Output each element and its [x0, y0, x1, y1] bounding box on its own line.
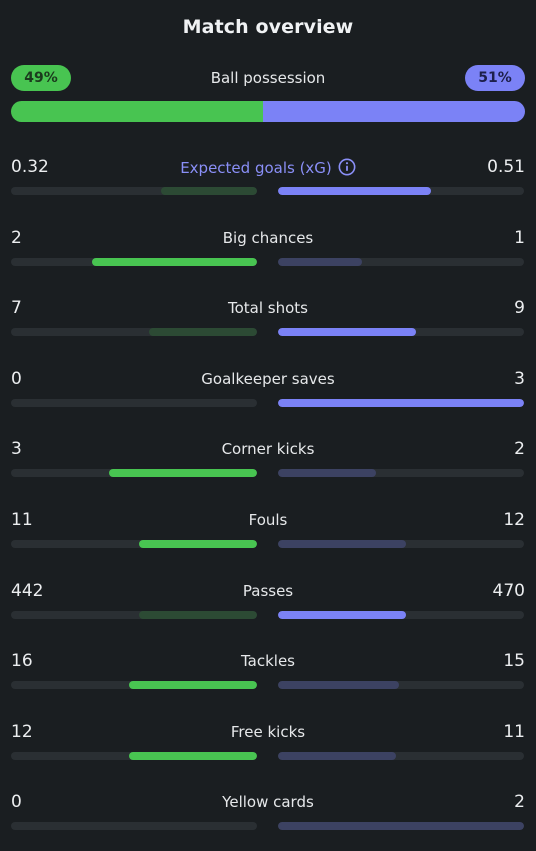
stat-label-text: Total shots: [228, 299, 308, 318]
home-stat-bar-fill: [129, 751, 257, 760]
home-stat-value: 7: [11, 298, 22, 319]
home-possession-badge: 49%: [11, 65, 71, 91]
away-stat-bar-fill: [278, 398, 524, 407]
home-stat-bar-fill: [92, 257, 257, 266]
away-stat-value: 470: [492, 580, 525, 601]
possession-block: 49% Ball possession 51%: [11, 65, 525, 122]
home-stat-bar-fill: [149, 328, 257, 337]
away-stat-bar-fill: [278, 469, 376, 478]
info-icon[interactable]: [338, 158, 356, 176]
possession-bar-home: [11, 101, 263, 122]
stat-label: Free kicks: [11, 723, 525, 741]
home-stat-value: 0: [11, 792, 22, 813]
home-stat-bar: [11, 610, 257, 619]
away-stat-bar-fill: [278, 187, 431, 195]
stat-label: Yellow cards: [11, 793, 525, 811]
away-stat-bar: [278, 469, 524, 478]
away-stat-value: 2: [514, 792, 525, 813]
stat-label: Tackles: [11, 652, 525, 670]
home-stat-bar: [11, 257, 257, 266]
home-stat-bar: [11, 822, 257, 831]
away-stat-value: 3: [514, 368, 525, 389]
home-stat-value: 2: [11, 227, 22, 248]
home-stat-value: 11: [11, 510, 33, 530]
stat-row: 7 Total shots 9: [11, 298, 525, 344]
stat-label: Passes: [11, 582, 525, 600]
possession-header: 49% Ball possession 51%: [11, 65, 525, 91]
home-stat-bar-fill: [161, 187, 257, 195]
possession-label: Ball possession: [210, 69, 326, 87]
stat-label-text: Passes: [242, 581, 294, 600]
away-stat-value: 11: [503, 721, 525, 742]
home-stat-value: 0.32: [11, 157, 49, 177]
stat-label: Goalkeeper saves: [11, 370, 525, 388]
away-stat-bar-fill: [278, 681, 399, 690]
possession-bar-away: [262, 101, 525, 122]
stat-label: Corner kicks: [11, 440, 525, 458]
stat-row: 0 Yellow cards 2: [11, 792, 525, 838]
stat-row: 2 Big chances 1: [11, 228, 525, 274]
away-stat-bar: [278, 681, 524, 690]
stat-row: 11 Fouls 12: [11, 510, 525, 556]
home-stat-bar-fill: [139, 610, 257, 619]
stat-row: 0 Goalkeeper saves 3: [11, 369, 525, 415]
away-stat-bar: [278, 540, 524, 548]
stat-row: 3 Corner kicks 2: [11, 439, 525, 485]
stat-label[interactable]: Expected goals (xG): [11, 158, 525, 177]
away-stat-bar-fill: [278, 540, 406, 548]
stat-row: 16 Tackles 15: [11, 651, 525, 697]
away-stat-value: 0.51: [487, 157, 525, 177]
home-stat-bar: [11, 681, 257, 690]
away-stat-bar-fill: [278, 610, 406, 619]
away-stat-value: 15: [503, 651, 525, 672]
home-stat-bar-fill: [109, 469, 257, 478]
away-stat-bar: [278, 751, 524, 760]
away-stat-bar: [278, 187, 524, 195]
home-stat-value: 12: [11, 721, 33, 742]
stat-label: Fouls: [11, 511, 525, 529]
away-possession-badge: 51%: [465, 65, 525, 91]
away-stat-bar: [278, 257, 524, 266]
home-stat-bar: [11, 751, 257, 760]
possession-bar: [11, 101, 525, 122]
stat-row: 12 Free kicks 11: [11, 722, 525, 768]
home-stat-value: 442: [11, 580, 44, 601]
away-stat-bar-fill: [278, 328, 416, 337]
stat-row: 0.32 Expected goals (xG) 0.51: [11, 157, 525, 203]
panel-title: Match overview: [182, 16, 354, 38]
home-stat-bar-fill: [129, 681, 257, 690]
home-stat-bar-fill: [139, 540, 257, 548]
stat-label-text: Yellow cards: [222, 793, 314, 812]
away-stat-bar-fill: [278, 751, 396, 760]
away-stat-bar-fill: [278, 257, 362, 266]
home-stat-value: 3: [11, 439, 22, 460]
stat-row: 442 Passes 470: [11, 581, 525, 627]
stat-label-text: Tackles: [240, 652, 296, 671]
away-stat-bar-fill: [278, 822, 524, 831]
away-stat-value: 2: [514, 439, 525, 460]
stat-label: Big chances: [11, 229, 525, 247]
stat-label-text: Free kicks: [230, 722, 306, 741]
stat-label-text: Corner kicks: [221, 440, 315, 459]
home-stat-bar: [11, 540, 257, 548]
home-stat-bar: [11, 398, 257, 407]
away-stat-bar: [278, 822, 524, 831]
away-stat-bar: [278, 328, 524, 337]
stat-label-text: Big chances: [222, 228, 314, 247]
away-stat-bar: [278, 610, 524, 619]
home-stat-bar: [11, 328, 257, 337]
home-stat-bar: [11, 469, 257, 478]
away-stat-value: 12: [503, 510, 525, 530]
stat-label-text: Expected goals (xG): [180, 159, 332, 177]
away-stat-value: 9: [514, 298, 525, 319]
home-stat-value: 16: [11, 651, 33, 672]
stat-label: Total shots: [11, 299, 525, 317]
stat-label-text: Fouls: [248, 511, 288, 529]
away-stat-bar: [278, 398, 524, 407]
home-stat-bar: [11, 187, 257, 195]
stat-label-text: Goalkeeper saves: [201, 369, 335, 388]
away-stat-value: 1: [514, 227, 525, 248]
home-stat-value: 0: [11, 368, 22, 389]
